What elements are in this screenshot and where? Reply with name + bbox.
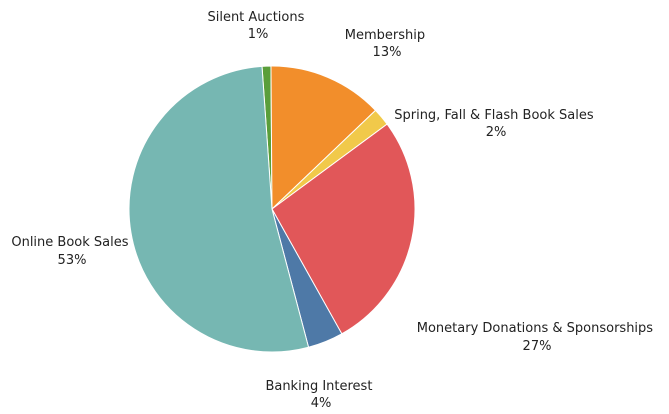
label-silent-auctions: Silent Auctions 1% [207, 10, 308, 42]
label-banking-interest: Banking Interest 4% [265, 379, 376, 411]
pie-slice-online-book-sales [128, 65, 310, 353]
pie-slices [128, 65, 416, 353]
label-monetary-donations-sponsorships: Monetary Donations & Sponsorships 27% [417, 321, 657, 354]
label-membership: Membership 13% [345, 28, 430, 60]
pie-slice-membership [270, 65, 377, 211]
label-spring-fall-flash-book-sales: Spring, Fall & Flash Book Sales 2% [394, 108, 598, 140]
pie-slice-monetary-donations-sponsorships [271, 123, 416, 335]
label-online-book-sales: Online Book Sales 53% [11, 235, 132, 268]
